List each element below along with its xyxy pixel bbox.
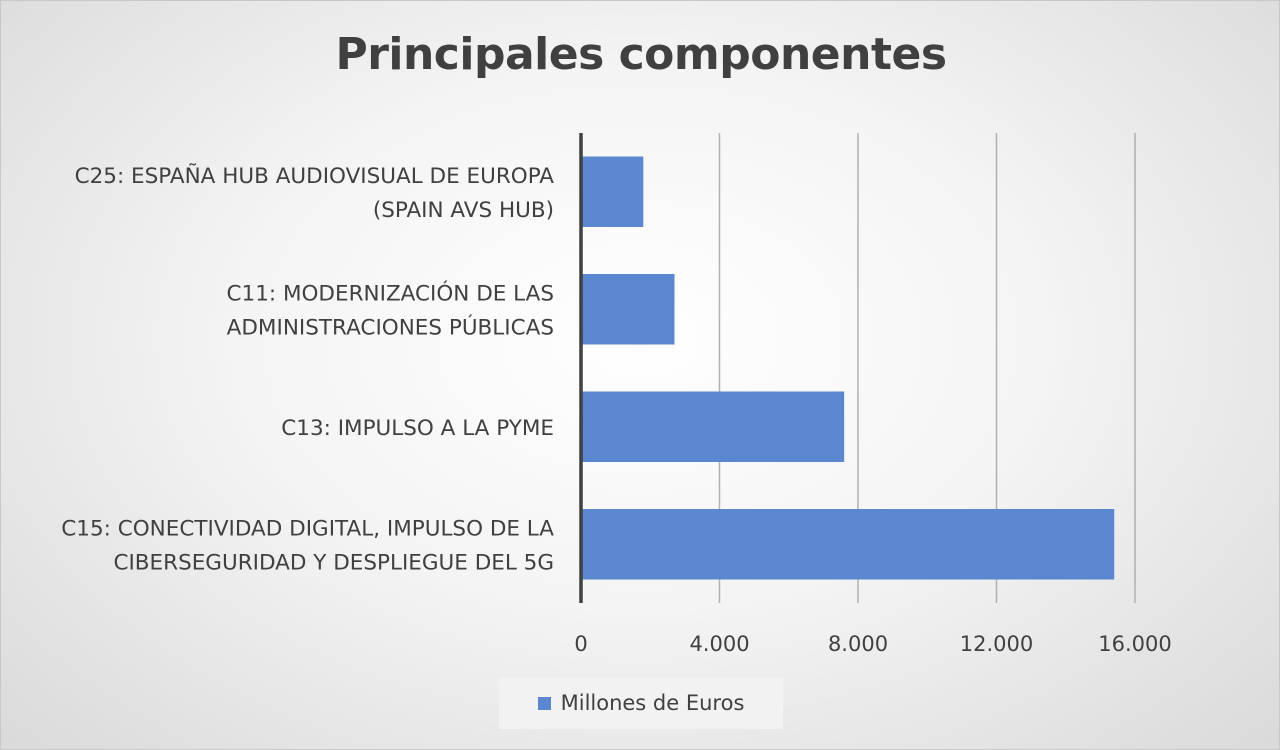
x-tick-label: 4.000 bbox=[689, 632, 749, 656]
category-labels: C25: ESPAÑA HUB AUDIOVISUAL DE EUROPA (SP… bbox=[61, 162, 554, 576]
category-label: C25: ESPAÑA HUB AUDIOVISUAL DE EUROPA (SP… bbox=[75, 162, 555, 223]
bar bbox=[581, 391, 845, 462]
category-label: C11: MODERNIZACIÓN DE LAS ADMINISTRACIONE… bbox=[227, 280, 554, 340]
x-tick-label: 0 bbox=[574, 632, 587, 656]
category-label: C15: CONECTIVIDAD DIGITAL, IMPULSO DE LA… bbox=[61, 516, 554, 575]
legend-swatch bbox=[537, 696, 551, 710]
legend: Millones de Euros bbox=[499, 677, 783, 729]
bar bbox=[581, 156, 644, 227]
x-tick-label: 8.000 bbox=[828, 632, 888, 656]
chart-title: Principales componentes bbox=[335, 29, 947, 80]
category-label: C13: IMPULSO A LA PYME bbox=[281, 416, 554, 441]
x-tick-label: 16.000 bbox=[1098, 632, 1171, 656]
legend-label: Millones de Euros bbox=[560, 691, 745, 715]
bar bbox=[581, 274, 675, 345]
x-tick-labels: 0 4.000 8.000 12.000 16.000 bbox=[574, 632, 1171, 656]
bar bbox=[581, 509, 1115, 580]
x-tick-label: 12.000 bbox=[960, 632, 1033, 656]
bars bbox=[581, 156, 1115, 580]
